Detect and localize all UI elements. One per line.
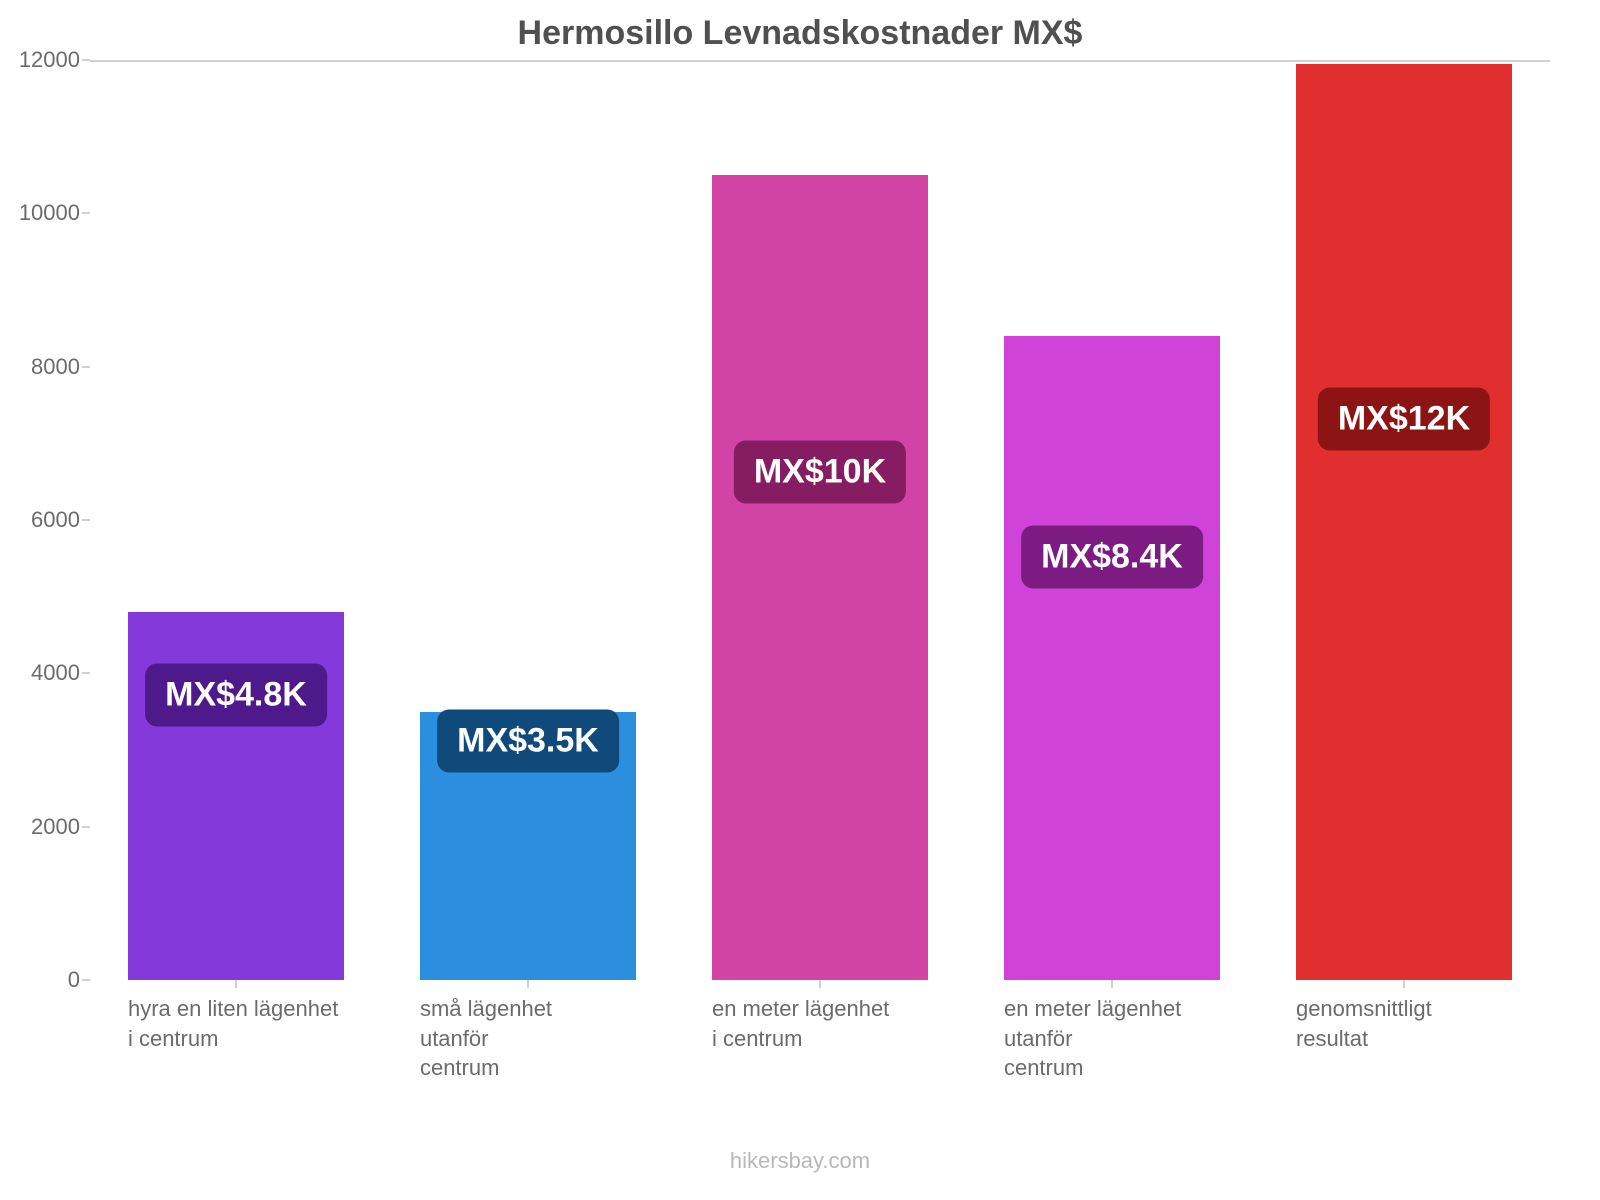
bar: MX$8.4K (1004, 336, 1220, 980)
footer-credit: hikersbay.com (0, 1148, 1600, 1174)
category-label: hyra en liten lägenhet i centrum (128, 980, 384, 1053)
y-tick-mark (82, 59, 90, 61)
y-tick-mark (82, 212, 90, 214)
plot-area: MX$4.8KMX$3.5KMX$10KMX$8.4KMX$12K 020004… (90, 60, 1550, 980)
bar-value-badge: MX$8.4K (1021, 525, 1203, 588)
y-tick-mark (82, 672, 90, 674)
y-tick-label: 12000 (19, 47, 90, 73)
x-tick-mark (235, 980, 237, 988)
x-tick-mark (527, 980, 529, 988)
chart-container: Hermosillo Levnadskostnader MX$ MX$4.8KM… (0, 0, 1600, 1200)
y-tick-mark (82, 366, 90, 368)
x-tick-mark (1403, 980, 1405, 988)
y-tick-mark (82, 979, 90, 981)
bar: MX$3.5K (420, 712, 636, 980)
category-label: genomsnittligt resultat (1296, 980, 1552, 1053)
bar: MX$10K (712, 175, 928, 980)
bars-layer: MX$4.8K MX$3.5K MX$10K MX$8.4K MX$12K (90, 60, 1550, 980)
x-tick-mark (819, 980, 821, 988)
bar-value-badge: MX$4.8K (145, 663, 327, 726)
y-tick-label: 10000 (19, 200, 90, 226)
chart-title: Hermosillo Levnadskostnader MX$ (0, 14, 1600, 53)
bar: MX$4.8K (128, 612, 344, 980)
category-label: en meter lägenhet i centrum (712, 980, 968, 1053)
bar-value-badge: MX$10K (734, 441, 906, 504)
category-label: små lägenhet utanför centrum (420, 980, 676, 1083)
y-tick-mark (82, 519, 90, 521)
y-tick-mark (82, 826, 90, 828)
bar: MX$12K (1296, 64, 1512, 980)
x-tick-mark (1111, 980, 1113, 988)
bar-value-badge: MX$3.5K (437, 709, 619, 772)
bar-value-badge: MX$12K (1318, 387, 1490, 450)
category-label: en meter lägenhet utanför centrum (1004, 980, 1260, 1083)
